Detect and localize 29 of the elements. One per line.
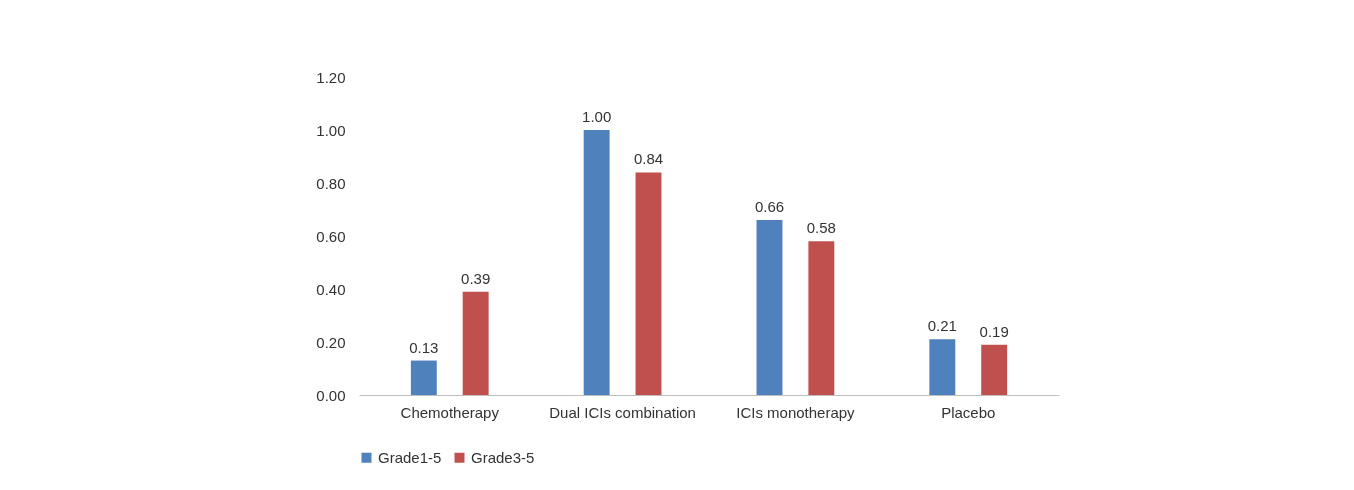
data-label: 0.39: [461, 269, 491, 287]
x-tick-label: Dual ICIs combination: [549, 403, 696, 421]
data-label: 1.00: [582, 108, 612, 125]
data-label: 0.19: [979, 322, 1009, 340]
data-label: 0.84: [633, 150, 664, 168]
y-tick-label: 0.20: [316, 333, 346, 351]
y-tick-label: 1.20: [316, 68, 346, 86]
bar: [929, 339, 956, 395]
bar: [635, 172, 662, 395]
y-tick-label: 1.00: [316, 121, 346, 139]
legend-label: Grade3-5: [471, 448, 535, 466]
y-tick-label: 0.00: [316, 386, 346, 404]
y-tick-label: 0.80: [316, 174, 346, 192]
x-tick-label: Chemotherapy: [400, 403, 500, 421]
x-tick-label: Placebo: [941, 403, 996, 421]
bar: [756, 220, 783, 395]
bar: [808, 241, 835, 395]
bar: [583, 130, 610, 395]
y-tick-label: 0.40: [316, 280, 346, 298]
x-tick-label: ICIs monotherapy: [736, 403, 856, 421]
data-label: 0.21: [927, 317, 957, 335]
bar: [462, 291, 489, 395]
bar: [981, 344, 1008, 395]
bar: [410, 360, 437, 395]
y-tick-label: 0.60: [316, 227, 346, 245]
legend-label: Grade1-5: [378, 448, 442, 466]
data-label: 0.58: [806, 219, 836, 237]
data-label: 0.13: [409, 338, 439, 356]
data-label: 0.66: [754, 198, 785, 216]
